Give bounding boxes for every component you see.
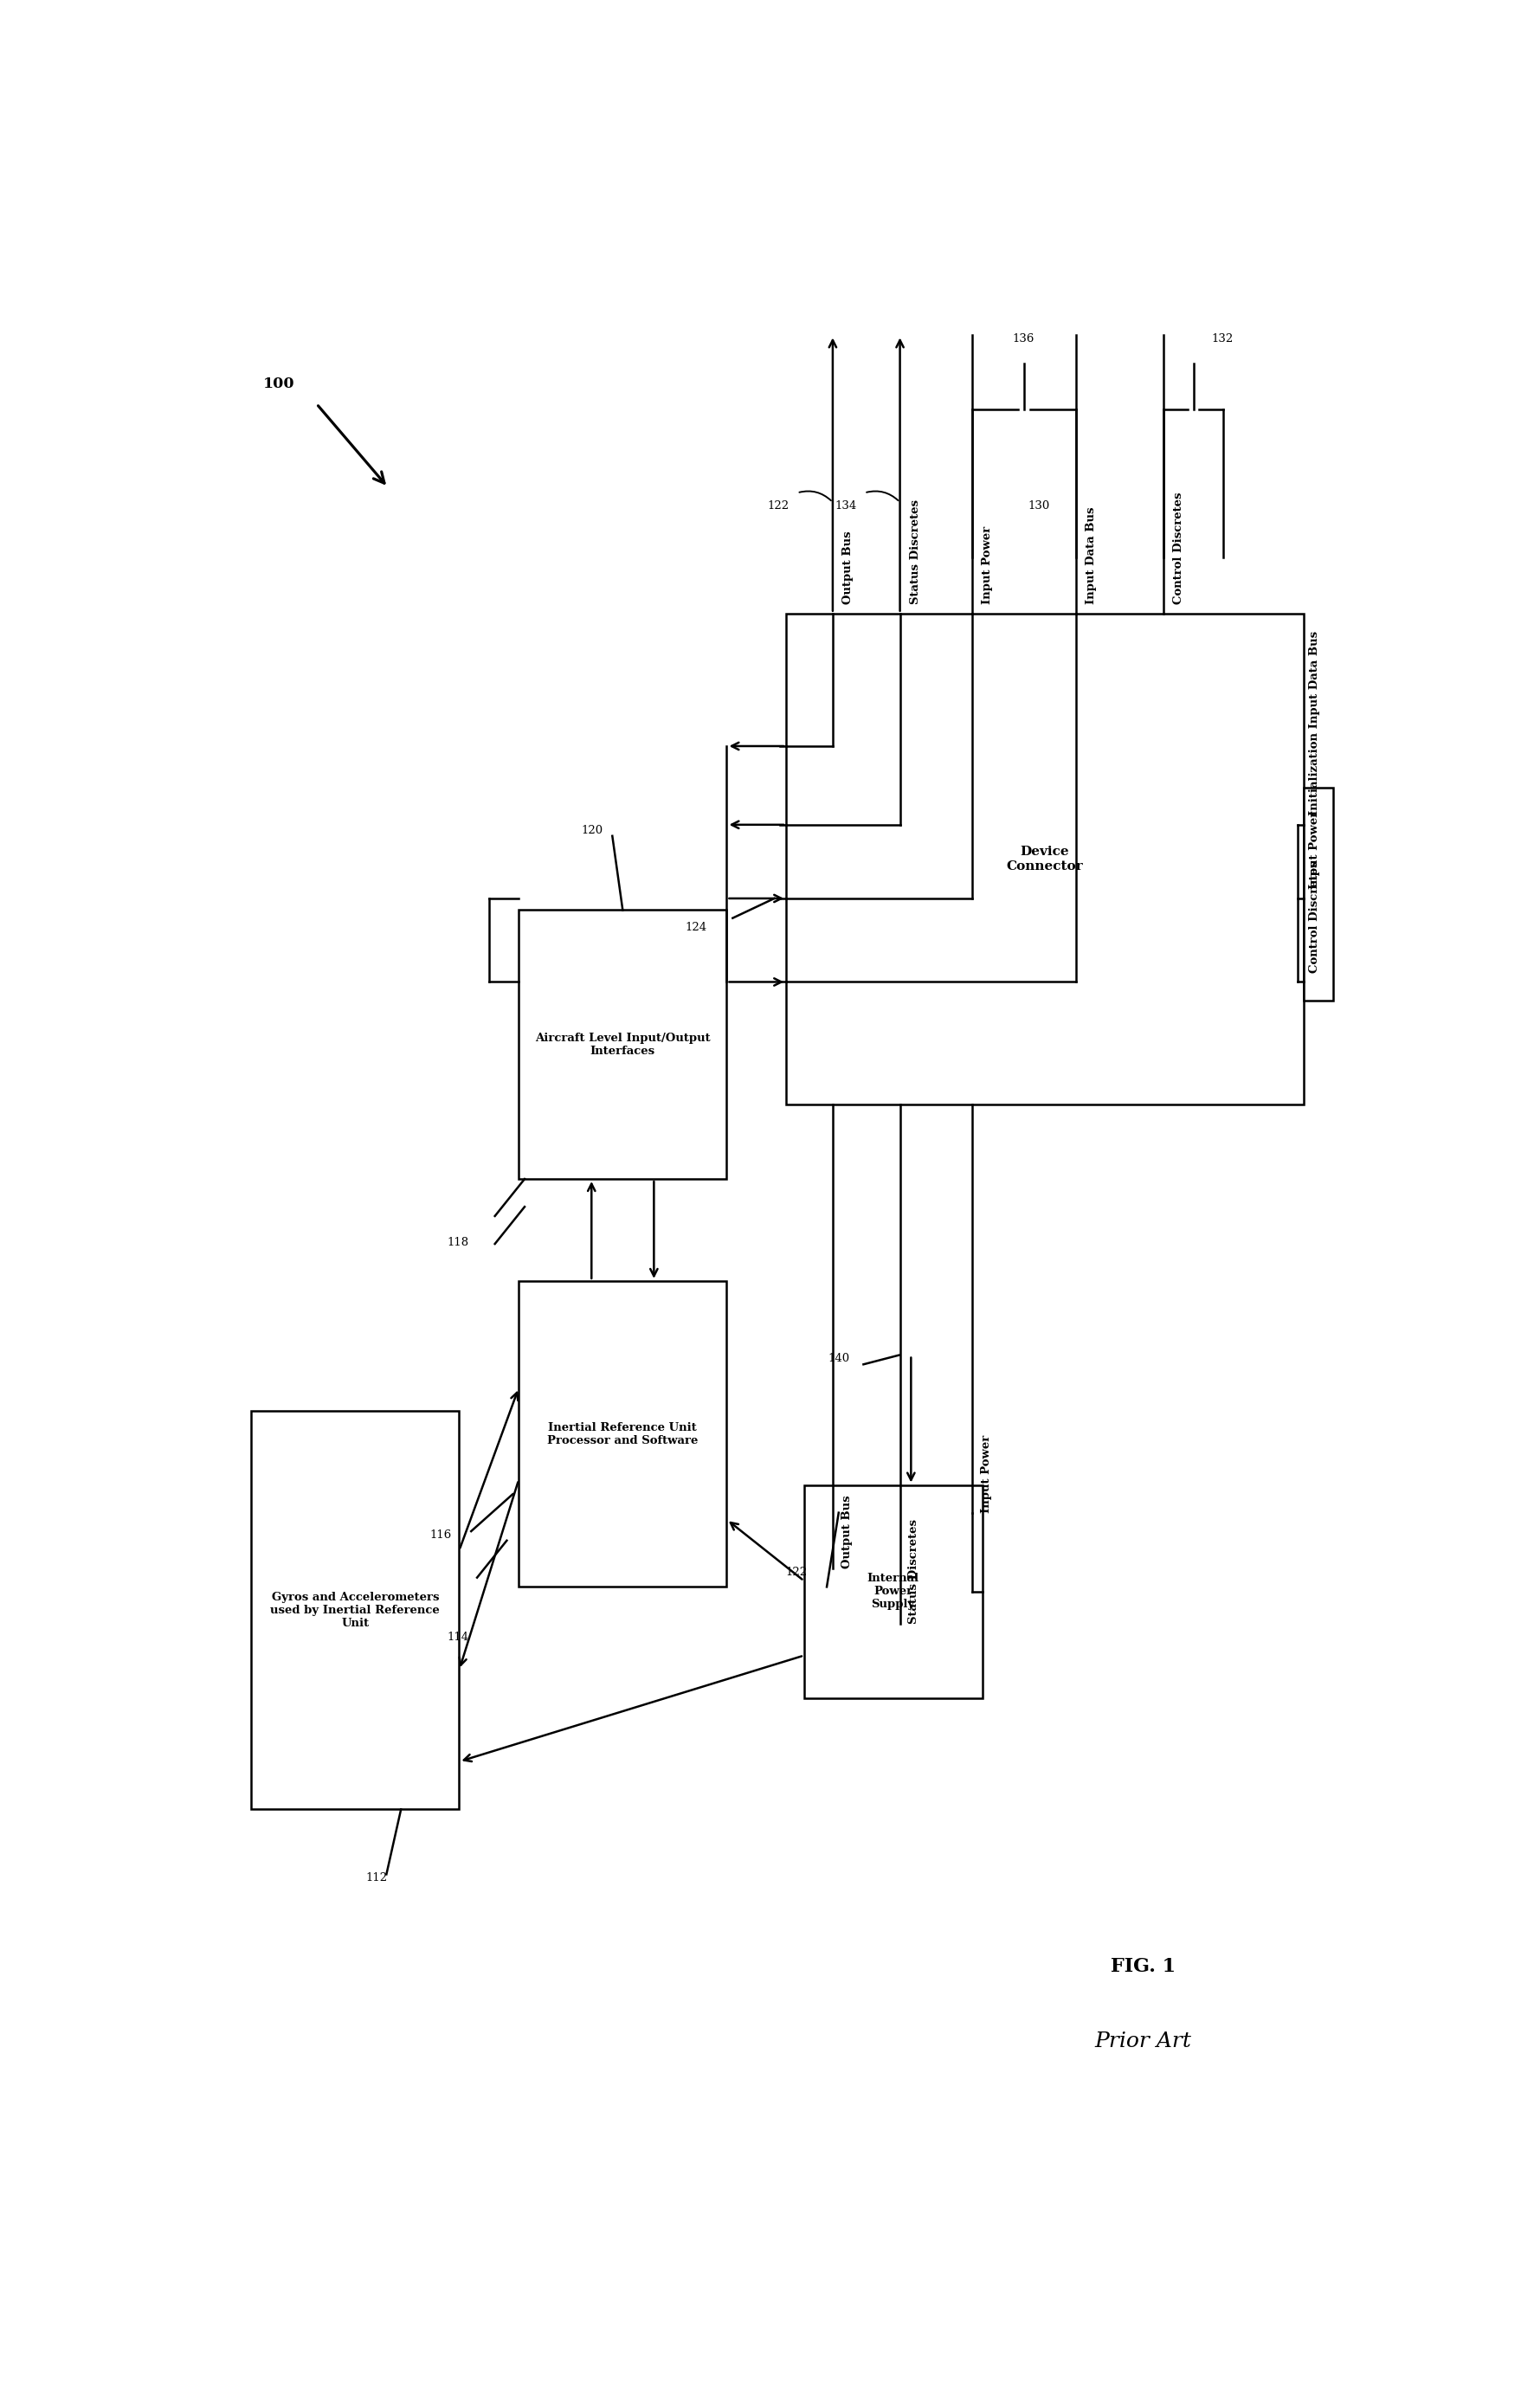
Text: 120: 120 <box>581 824 603 836</box>
Text: 122: 122 <box>785 1565 807 1577</box>
Text: Input Power: Input Power <box>982 525 992 604</box>
Bar <box>804 1486 982 1698</box>
Text: 100: 100 <box>264 376 295 390</box>
Text: Output Bus: Output Bus <box>841 1495 853 1568</box>
Text: 130: 130 <box>1028 501 1051 510</box>
Text: Status Discretes: Status Discretes <box>910 498 920 604</box>
Text: 116: 116 <box>430 1529 451 1541</box>
Text: Gyros and Accelerometers
used by Inertial Reference
Unit: Gyros and Accelerometers used by Inertia… <box>270 1592 440 1628</box>
Text: 114: 114 <box>448 1630 469 1642</box>
Bar <box>518 1281 727 1587</box>
Bar <box>1304 787 1333 999</box>
Text: Inertial Reference Unit
Processor and Software: Inertial Reference Unit Processor and So… <box>548 1421 698 1447</box>
Bar <box>252 1411 459 1808</box>
Text: Internal
Power
Supply: Internal Power Supply <box>867 1572 919 1611</box>
Text: Input Power: Input Power <box>980 1435 992 1512</box>
Text: Output Bus: Output Bus <box>842 530 853 604</box>
Bar <box>518 910 727 1180</box>
Text: Input Data Bus: Input Data Bus <box>1085 506 1097 604</box>
Text: 118: 118 <box>448 1238 469 1247</box>
Text: 124: 124 <box>686 922 707 932</box>
Text: Control Discretes: Control Discretes <box>1174 491 1184 604</box>
Text: Control Discretes: Control Discretes <box>1309 860 1321 973</box>
Text: 136: 136 <box>1012 332 1034 344</box>
Text: 112: 112 <box>365 1873 388 1883</box>
Text: Aircraft Level Input/Output
Interfaces: Aircraft Level Input/Output Interfaces <box>535 1033 710 1057</box>
Bar <box>785 614 1304 1105</box>
Text: Input Power: Input Power <box>1309 811 1321 889</box>
Text: 132: 132 <box>1212 332 1233 344</box>
Text: Device
Connector: Device Connector <box>1006 845 1083 872</box>
Text: 134: 134 <box>834 501 856 510</box>
Text: Initialization Input Data Bus: Initialization Input Data Bus <box>1309 631 1321 816</box>
Text: 140: 140 <box>828 1353 850 1365</box>
Text: 122: 122 <box>767 501 788 510</box>
Text: Status Discretes: Status Discretes <box>908 1519 919 1623</box>
Text: Prior Art: Prior Art <box>1094 2032 1192 2052</box>
Text: FIG. 1: FIG. 1 <box>1111 1958 1175 1977</box>
